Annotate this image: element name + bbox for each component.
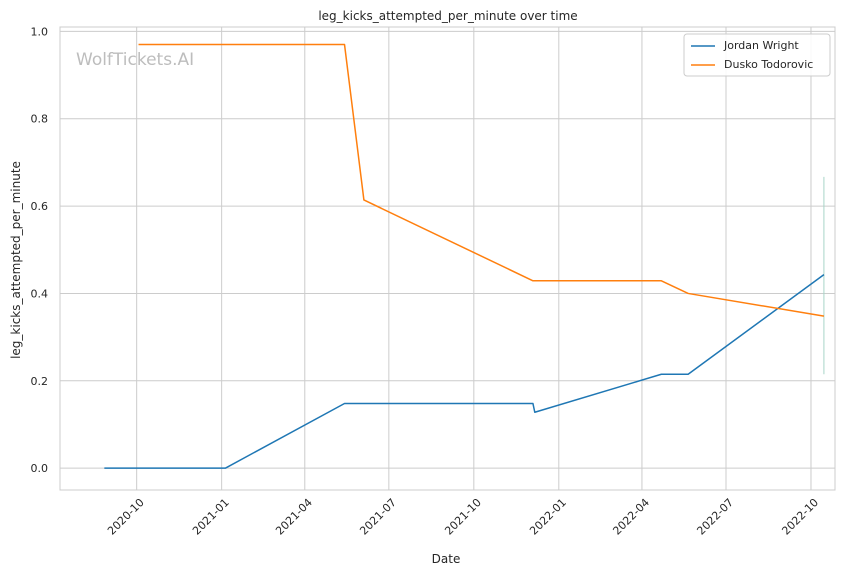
x-tick-label: 2021-10 — [442, 496, 484, 538]
y-tick-label: 1.0 — [31, 25, 49, 38]
legend-label-jordan-wright: Jordan Wright — [723, 39, 799, 52]
plot-frame — [59, 26, 836, 491]
x-axis-label: Date — [432, 552, 461, 566]
x-tick-label: 2021-04 — [273, 496, 315, 538]
x-tick-label: 2020-10 — [105, 496, 147, 538]
x-tick-label: 2022-07 — [694, 496, 736, 538]
x-tick-label: 2022-01 — [527, 496, 569, 538]
y-tick-label: 0.4 — [31, 287, 49, 300]
y-tick-label: 0.2 — [31, 375, 49, 388]
legend-label-dusko-todorovic: Dusko Todorovic — [724, 58, 813, 71]
x-tick-label: 2021-07 — [357, 496, 399, 538]
y-tick-label: 0.0 — [31, 462, 49, 475]
grid — [60, 27, 835, 490]
x-tick-label: 2021-01 — [190, 496, 232, 538]
y-tick-label: 0.6 — [31, 200, 49, 213]
ticks: 2020-10 2021-01 2021-04 2021-07 2021-10 2022-… — [31, 25, 822, 537]
y-axis-label: leg_kicks_attempted_per_minute — [9, 161, 23, 359]
series-group — [104, 43, 825, 469]
x-tick-label: 2022-10 — [779, 496, 821, 538]
series-line-dusko-todorovic — [138, 43, 825, 317]
watermark: WolfTickets.AI — [76, 50, 194, 70]
y-tick-label: 0.8 — [31, 113, 49, 126]
legend-box — [683, 33, 831, 77]
series-line-jordan-wright — [104, 274, 825, 469]
legend: Jordan Wright Dusko Todorovic — [683, 33, 831, 77]
chart-title: leg_kicks_attempted_per_minute over time — [318, 9, 577, 23]
x-tick-label: 2022-04 — [610, 496, 652, 538]
